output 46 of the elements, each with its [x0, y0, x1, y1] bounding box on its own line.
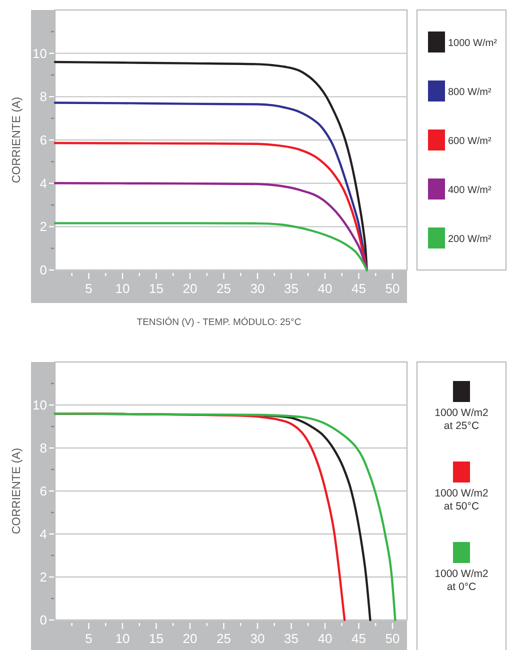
- legend-label: 600 W/m²: [448, 136, 492, 147]
- y-tick-label: 6: [40, 484, 47, 498]
- legend-label: 400 W/m²: [448, 185, 492, 196]
- x-tick-label: 30: [250, 281, 265, 296]
- legend-label: 200 W/m²: [448, 234, 492, 245]
- y-tick-label: 8: [40, 89, 47, 104]
- x-tick-label: 5: [85, 281, 92, 296]
- x-tick-label: 10: [115, 631, 130, 646]
- y-tick-label: 6: [40, 132, 47, 148]
- x-tick-label: 35: [284, 631, 298, 646]
- legend-label: 1000 W/m2 at 50°C: [434, 488, 488, 512]
- y-tick-label: 10: [32, 46, 47, 61]
- x-tick-label: 20: [182, 281, 198, 296]
- x-axis-title: TENSIÓN (V) - TEMP. MÓDULO: 25°C: [136, 316, 302, 328]
- x-tick-label: 50: [385, 281, 400, 296]
- y-tick-label: 10: [32, 398, 47, 412]
- y-tick-label: 0: [40, 612, 47, 628]
- x-tick-label: 15: [149, 281, 164, 296]
- x-tick-label: 50: [385, 631, 400, 646]
- x-tick-label: 45: [352, 631, 366, 646]
- x-tick-label: 20: [182, 631, 198, 646]
- x-tick-label: 45: [352, 281, 366, 296]
- legend-label: 1000 W/m²: [448, 38, 498, 49]
- y-axis-title: CORRIENTE (A): [11, 448, 23, 534]
- line-series: [54, 60, 368, 272]
- legend-label: 1000 W/m2 at 0°C: [434, 568, 488, 593]
- y-tick-label: 8: [40, 440, 47, 456]
- x-tick-label: 10: [115, 281, 130, 296]
- x-tick-label: 5: [85, 631, 92, 646]
- x-tick-label: 40: [318, 281, 332, 296]
- x-tick-label: 25: [216, 631, 231, 646]
- line-series: [54, 182, 368, 272]
- y-tick-label: 4: [40, 526, 47, 542]
- legend-label: 1000 W/m2 at 25°C: [434, 407, 488, 432]
- y-axis-title: CORRIENTE (A): [11, 96, 23, 184]
- y-tick-label: 2: [40, 219, 47, 234]
- y-tick-label: 0: [40, 262, 47, 278]
- x-tick-label: 15: [149, 631, 164, 646]
- y-tick-label: 4: [40, 176, 47, 191]
- x-tick-label: 40: [318, 631, 332, 646]
- x-tick-label: 35: [284, 281, 298, 296]
- x-tick-label: 30: [250, 631, 265, 646]
- legend-label: 800 W/m²: [448, 87, 492, 98]
- line-series: [54, 222, 368, 272]
- y-tick-label: 2: [40, 570, 47, 584]
- x-tick-label: 25: [216, 281, 231, 296]
